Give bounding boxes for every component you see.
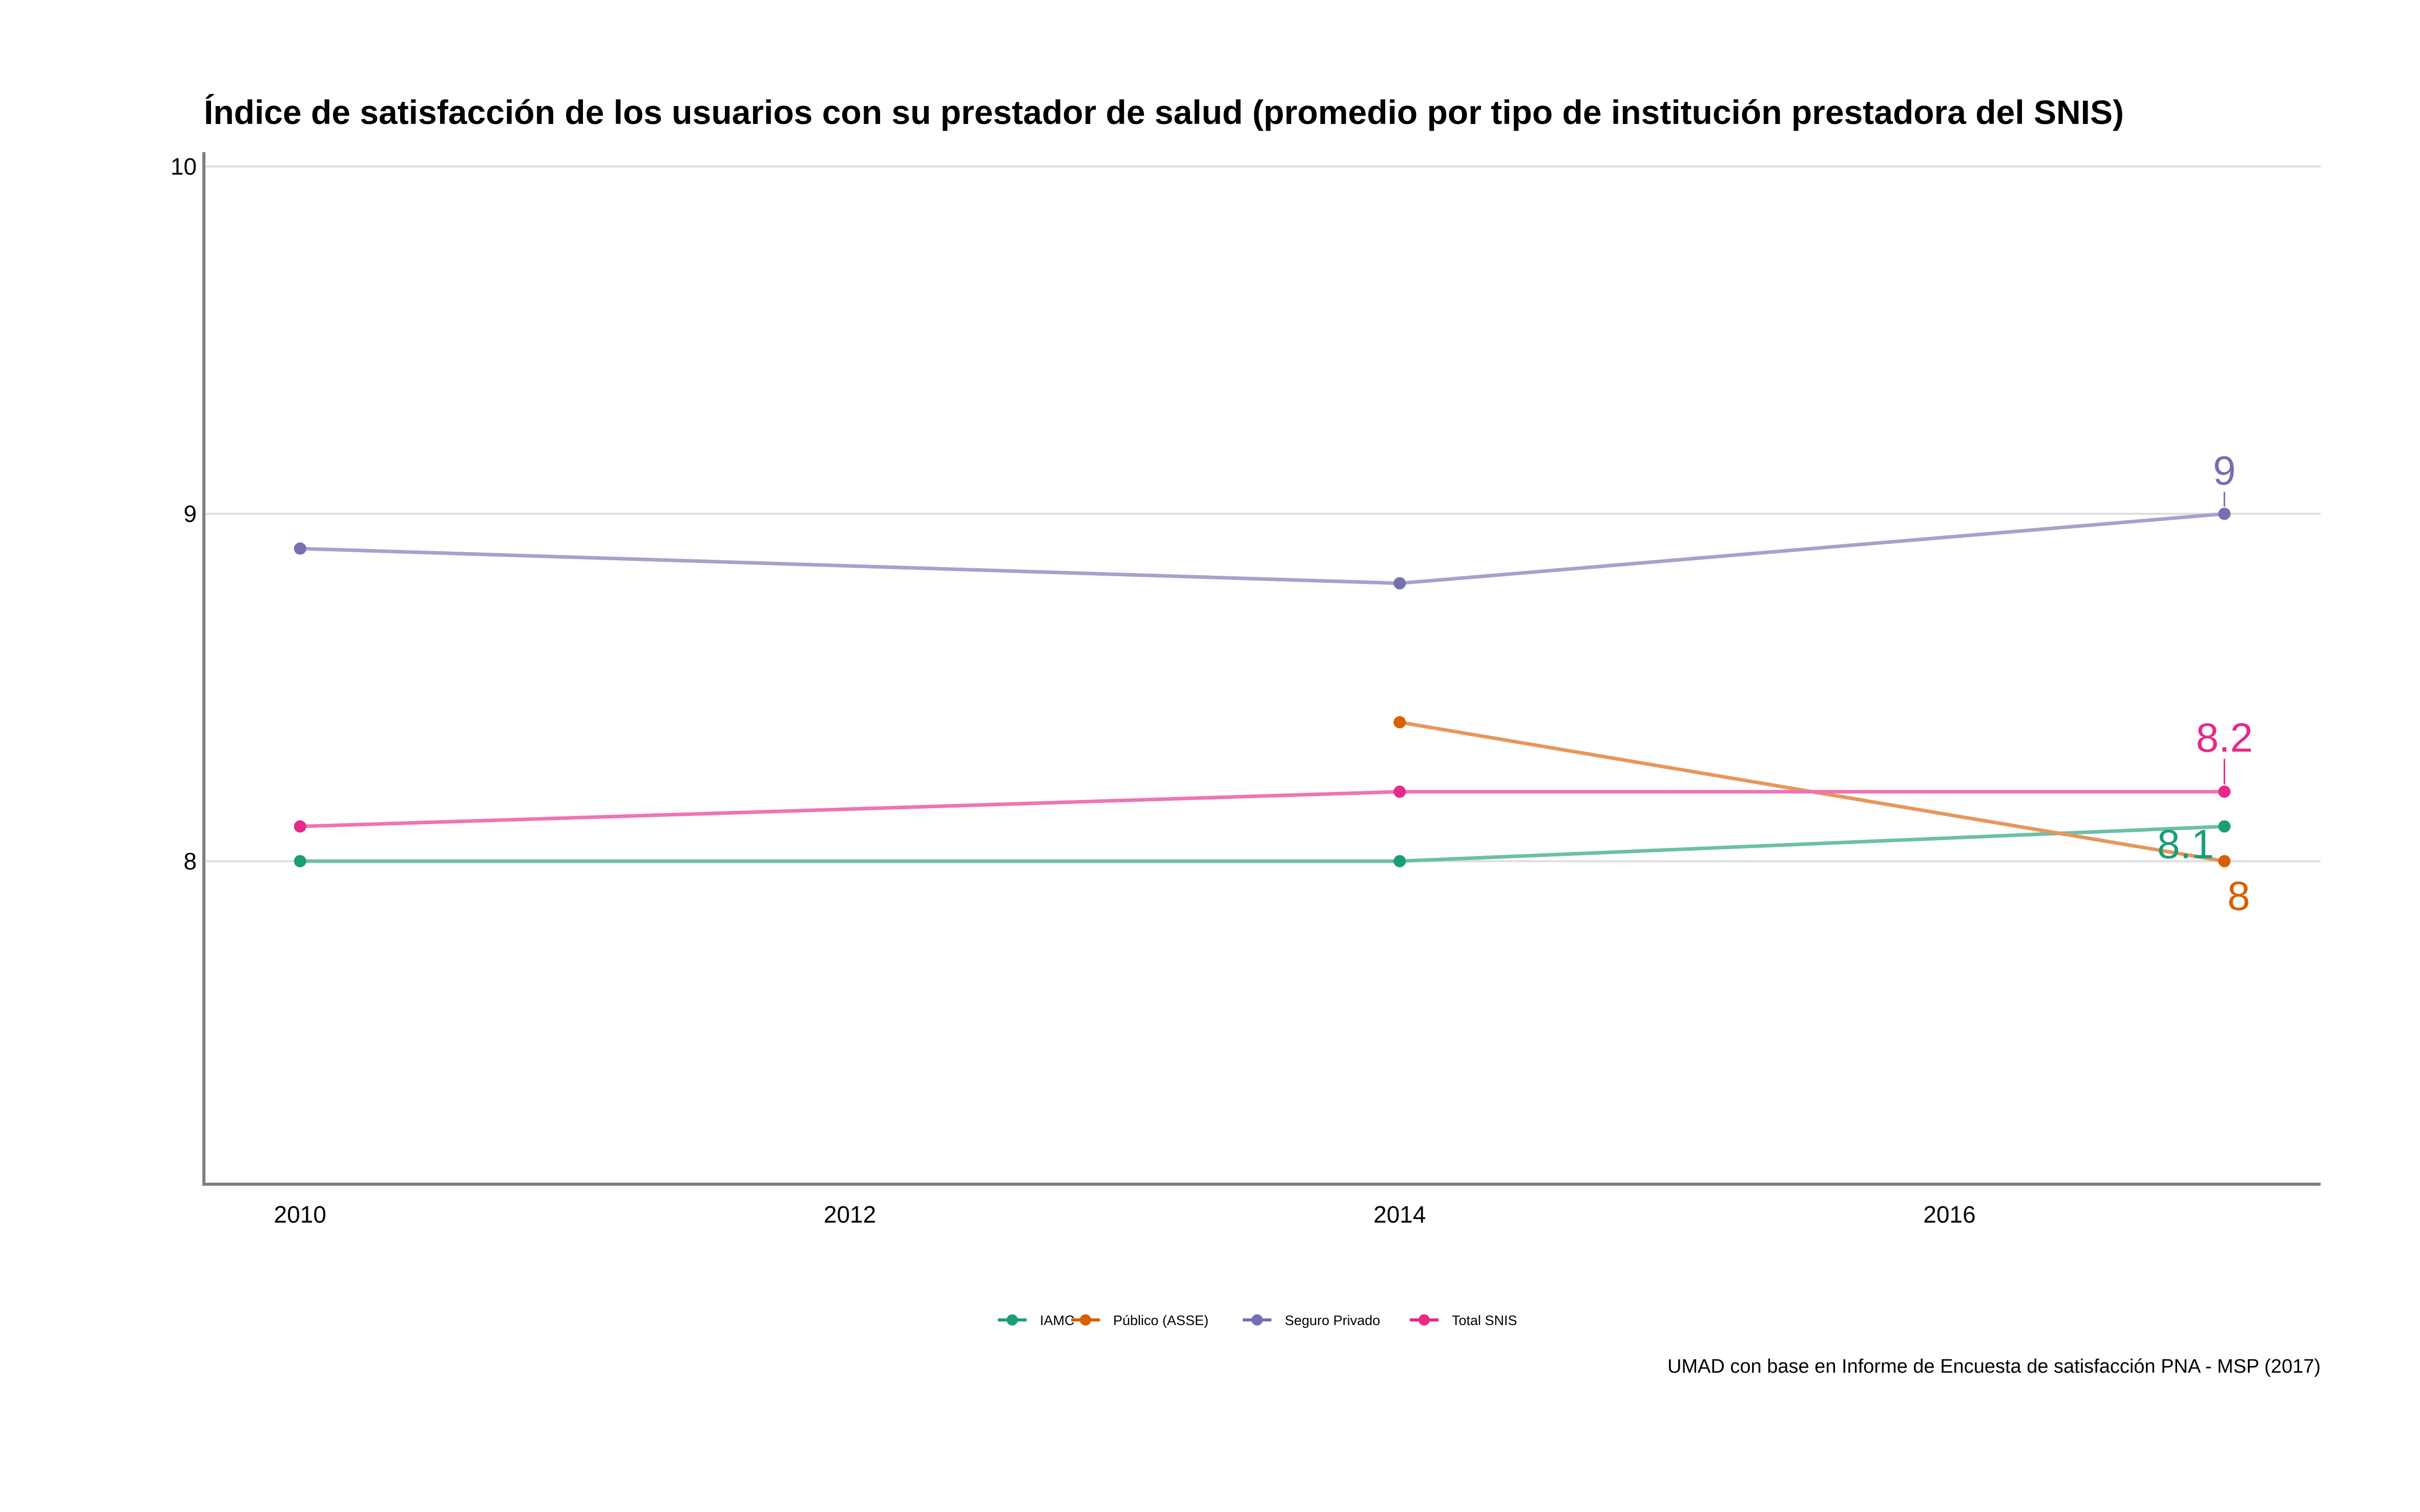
- data-point: [294, 542, 306, 555]
- x-tick-label: 2012: [824, 1201, 876, 1228]
- y-tick-labels: 8 9 10: [171, 153, 197, 874]
- chart-title: Índice de satisfacción de los usuarios c…: [204, 93, 2124, 131]
- legend-label: IAMC: [1040, 1313, 1075, 1328]
- legend-item-total-snis: Total SNIS: [1410, 1313, 1517, 1328]
- end-label: 8: [2227, 873, 2250, 918]
- series-iamc: [294, 820, 2231, 868]
- data-point: [2218, 785, 2231, 798]
- legend-marker: [1418, 1314, 1430, 1326]
- series-line: [298, 825, 2226, 863]
- y-tick-label: 10: [171, 153, 197, 180]
- legend-label: Público (ASSE): [1113, 1313, 1208, 1328]
- legend-marker: [1251, 1314, 1263, 1326]
- data-point: [294, 820, 306, 833]
- x-tick-label: 2014: [1373, 1201, 1426, 1228]
- data-point: [2218, 820, 2231, 833]
- data-point: [2218, 508, 2231, 520]
- series-seguro-privado: [294, 508, 2231, 590]
- axes: [202, 152, 2321, 1186]
- legend-label: Total SNIS: [1452, 1313, 1517, 1328]
- series-line: [298, 512, 2226, 585]
- data-series: [294, 508, 2231, 868]
- data-point: [1393, 855, 1406, 868]
- legend-marker: [1007, 1314, 1018, 1326]
- y-tick-label: 9: [183, 500, 197, 527]
- grid-lines: [204, 165, 2321, 863]
- end-label: 9: [2213, 448, 2236, 493]
- series-line: [298, 790, 2226, 828]
- legend-item-seguro-privado: Seguro Privado: [1243, 1313, 1380, 1328]
- legend-label: Seguro Privado: [1285, 1313, 1380, 1328]
- data-point: [1393, 577, 1406, 590]
- legend-item-publico-asse: Público (ASSE): [1071, 1313, 1208, 1328]
- x-tick-label: 2010: [274, 1201, 326, 1228]
- y-tick-label: 8: [183, 848, 197, 874]
- data-point: [1393, 716, 1406, 729]
- legend: IAMC Público (ASSE) Seguro Privado Total SN…: [998, 1313, 1517, 1328]
- series-total-snis: [294, 785, 2231, 833]
- chart-caption: UMAD con base en Informe de Encuesta de …: [1667, 1356, 2321, 1377]
- end-label: 8.2: [2196, 715, 2253, 761]
- end-labels: 8.1 8 9 8.2: [2157, 448, 2253, 918]
- end-label: 8.1: [2157, 821, 2214, 867]
- legend-marker: [1080, 1314, 1091, 1326]
- legend-item-iamc: IAMC: [998, 1313, 1075, 1328]
- data-point: [294, 855, 306, 868]
- data-point: [2218, 855, 2231, 868]
- data-point: [1393, 785, 1406, 798]
- x-tick-labels: 2010 2012 2014 2016: [274, 1201, 1976, 1228]
- x-tick-label: 2016: [1923, 1201, 1975, 1228]
